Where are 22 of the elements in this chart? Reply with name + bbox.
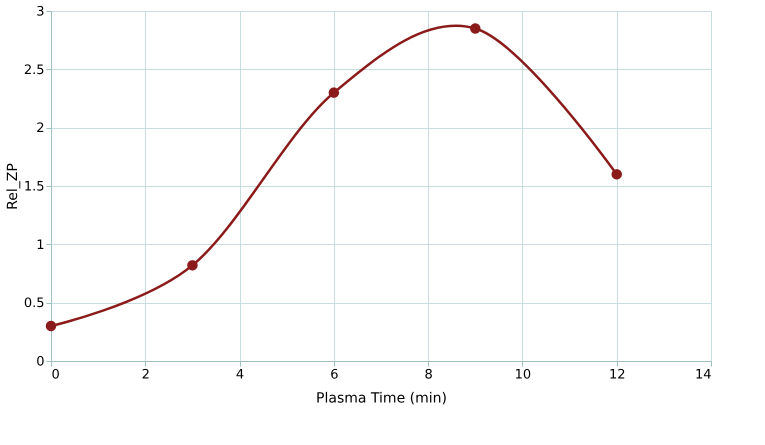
x-axis-title: Plasma Time (min) (316, 390, 447, 406)
x-tick-label: 12 (608, 368, 626, 382)
x-tick-label: 14 (694, 368, 712, 382)
y-tick-label: 2.5 (24, 62, 44, 78)
x-tick-label: 4 (236, 368, 244, 382)
x-tick-label: 2 (142, 368, 150, 382)
y-tick-label: 0.5 (24, 296, 44, 312)
y-tick-label: 0 (36, 354, 44, 370)
y-tick-label: 1 (36, 238, 44, 253)
point (187, 260, 198, 271)
y-tick-label: 1.5 (24, 180, 44, 194)
point (611, 169, 622, 180)
y-tick-label: 3 (36, 4, 44, 20)
y-tick-label: 2 (36, 121, 44, 136)
point (46, 320, 56, 332)
y-axis-title: Rel_ZP (4, 163, 21, 210)
x-tick-label: 0 (52, 368, 60, 382)
point (328, 87, 340, 98)
x-tick-label: 10 (514, 368, 532, 382)
point (470, 23, 481, 34)
x-tick-label: 6 (330, 368, 338, 382)
x-tick-label: 8 (424, 368, 433, 382)
